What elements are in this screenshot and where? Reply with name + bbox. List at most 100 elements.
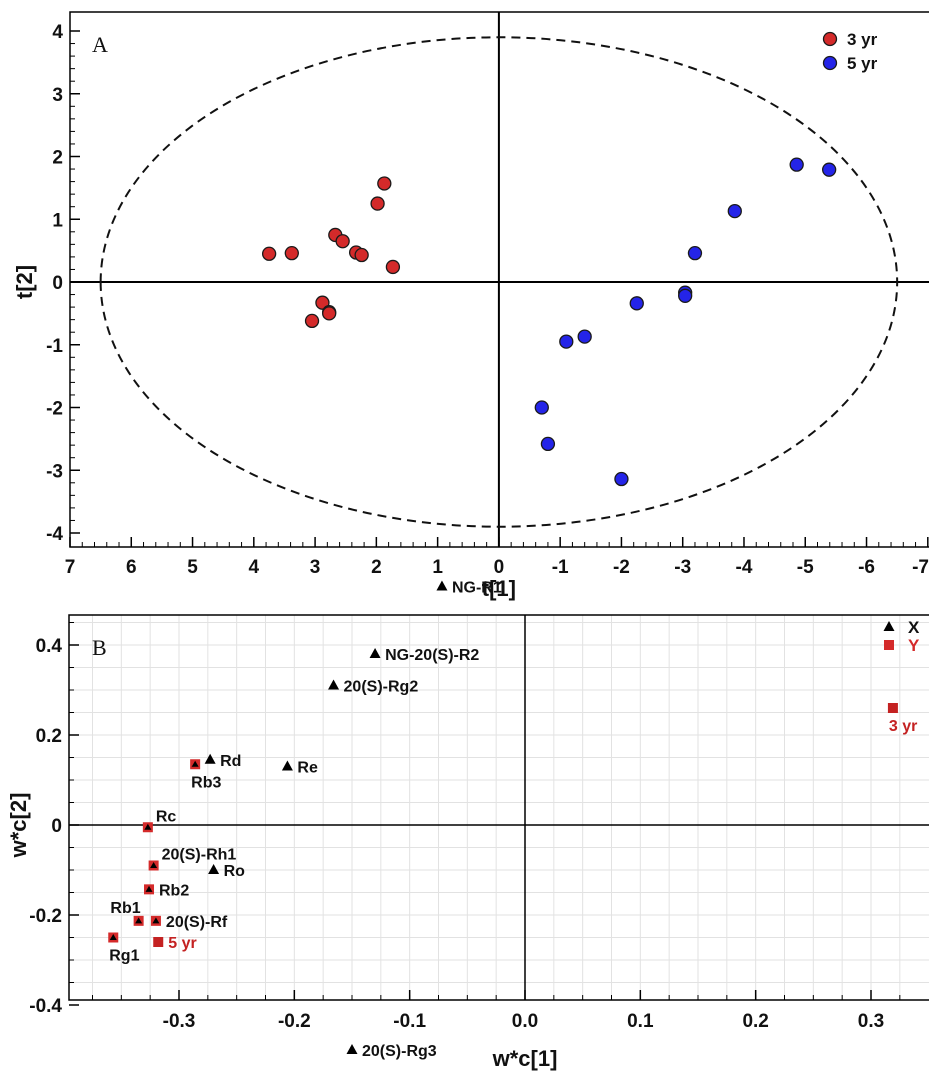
x-tick-label: 6	[126, 557, 137, 578]
legend-marker-3-yr	[822, 31, 838, 47]
y-tick-label: -1	[46, 336, 63, 357]
legend-marker-5-yr	[822, 55, 838, 71]
x-tick-label: 0	[494, 557, 505, 578]
panel-a-legend: 3 yr 5 yr	[822, 30, 878, 73]
x-variable-label-20-s-rf: 20(S)-Rf	[166, 914, 228, 931]
x-tick-label: -0.2	[278, 1011, 311, 1032]
x-variable-label-20-s-rh1: 20(S)-Rh1	[162, 847, 237, 864]
x-tick-label: 0.1	[627, 1011, 654, 1032]
score-point-5-yr	[559, 334, 574, 349]
y-tick-label: 0	[52, 273, 63, 294]
y-tick-label: -4	[46, 524, 63, 545]
x-variable-label-rg1: Rg1	[109, 948, 139, 965]
hotelling-t2-ellipse	[99, 36, 899, 528]
score-point-5-yr	[789, 157, 804, 172]
x-variable-marker-rg1	[109, 934, 117, 940]
legend-label-5-yr: 5 yr	[847, 54, 878, 73]
panel-a-letter: A	[92, 32, 108, 57]
score-point-3-yr	[261, 246, 277, 261]
panel-b-points: NG-R1 NG-20(S)-R2 20(S)-Rg2 Rd Rb3 Re Rc 20(S)-…	[108, 580, 917, 1060]
y-tick-label: 1	[52, 210, 63, 231]
x-variable-label-re: Re	[297, 760, 318, 777]
score-point-5-yr	[629, 296, 644, 311]
x-tick-label: -4	[736, 557, 753, 578]
x-variable-label-rb1: Rb1	[110, 900, 140, 917]
x-variable-marker-rb2	[145, 885, 153, 892]
panel-a-points	[261, 157, 837, 487]
x-variable-marker-20-s-rg3	[346, 1044, 358, 1054]
x-tick-label: 5	[187, 557, 198, 578]
y-variable-marker-3-yr	[887, 703, 898, 713]
y-tick-label: -0.2	[29, 906, 62, 927]
panel-b-plot-frame	[68, 614, 929, 1001]
x-tick-label: 4	[249, 557, 260, 578]
score-point-5-yr	[822, 162, 837, 177]
legend-label-3-yr: 3 yr	[847, 30, 878, 49]
legend-label-y: Y	[908, 636, 920, 655]
legend-marker-x	[883, 621, 895, 631]
x-variable-label-rb2: Rb2	[159, 882, 189, 899]
panel-a-y-axis-title: t[2]	[12, 265, 37, 299]
y-tick-label: 2	[52, 148, 63, 169]
panel-b-legend: XY	[883, 618, 920, 655]
x-variable-label-ng-20-s-r2: NG-20(S)-R2	[385, 647, 479, 664]
x-variable-label-ng-r1: NG-R1	[452, 580, 502, 597]
x-tick-label: 7	[65, 557, 76, 578]
score-point-3-yr	[284, 245, 299, 261]
x-tick-label: 1	[432, 557, 443, 578]
x-variable-marker-20-s-rh1	[150, 862, 158, 868]
y-tick-label: 0	[51, 816, 62, 837]
score-point-3-yr	[322, 306, 337, 321]
panel-a-plot-frame	[69, 11, 929, 548]
x-variable-label-20-s-rg2: 20(S)-Rg2	[344, 679, 419, 696]
x-variable-marker-rd	[204, 753, 216, 764]
x-tick-label: -1	[552, 557, 569, 578]
x-variable-label-ro: Ro	[224, 863, 246, 880]
score-point-5-yr	[614, 471, 629, 487]
x-variable-marker-ro	[208, 864, 220, 874]
panel-b-plot-area	[69, 615, 929, 1000]
x-tick-label: -2	[613, 557, 630, 578]
score-point-5-yr	[687, 245, 703, 261]
panel-b-loading-plot: -0.3 -0.2 -0.1 0.0 0.1 0.2 0.30.40.20-0.2-0.4 …	[6, 580, 929, 1071]
x-tick-label: 0.2	[742, 1011, 768, 1032]
y-tick-label: 0.2	[36, 726, 62, 747]
panel-a-ticks: 7 6 5 4 3 2 1 0 -1 -2 -3 -4 -5 -6 -7 4 3 2 1 0 -1 -2 -3 -4	[46, 22, 929, 578]
x-variable-marker-20-s-rg2	[328, 679, 340, 690]
x-tick-label: -0.1	[393, 1011, 426, 1032]
panel-b-zero-lines	[69, 615, 929, 1000]
y-tick-label: 4	[52, 22, 63, 43]
score-point-5-yr	[678, 288, 693, 303]
score-point-5-yr	[540, 436, 556, 452]
x-variable-label-rc: Rc	[156, 808, 177, 825]
panel-b-x-axis-title: w*c[1]	[492, 1046, 558, 1071]
y-variable-marker-5-yr	[153, 937, 164, 947]
y-tick-label: -2	[46, 399, 63, 420]
y-tick-label: 3	[52, 85, 63, 106]
x-variable-label-20-s-rg3: 20(S)-Rg3	[362, 1043, 437, 1060]
x-variable-label-rd: Rd	[220, 753, 241, 770]
legend-marker-y	[884, 640, 894, 650]
x-tick-label: 0.3	[858, 1011, 884, 1032]
score-point-5-yr	[577, 329, 592, 344]
panel-b-y-axis-title: w*c[2]	[6, 793, 31, 859]
x-variable-marker-ng-20-s-r2	[369, 648, 381, 658]
x-variable-marker-rc	[144, 823, 152, 830]
panel-a-score-plot: 7 6 5 4 3 2 1 0 -1 -2 -3 -4 -5 -6 -7 4 3 2 1 0 -1 -2 -3 -4 A 3 …	[12, 11, 929, 601]
x-variable-marker-re	[281, 760, 293, 771]
y-variable-label-5-yr: 5 yr	[168, 935, 196, 952]
x-tick-label: -6	[858, 557, 875, 578]
x-tick-label: -7	[912, 557, 929, 578]
y-tick-label: -3	[46, 461, 63, 482]
y-variable-label-3-yr: 3 yr	[889, 718, 917, 735]
score-point-3-yr	[354, 247, 369, 263]
panel-b-letter: B	[92, 635, 107, 660]
x-variable-marker-ng-r1	[436, 580, 448, 591]
y-tick-label: -0.4	[29, 996, 62, 1017]
y-tick-label: 0.4	[36, 636, 63, 657]
x-tick-label: -5	[797, 557, 814, 578]
panel-a-x-axis-title: t[1]	[482, 576, 516, 601]
x-variable-marker-20-s-rf	[152, 917, 160, 924]
score-point-3-yr	[377, 176, 392, 191]
score-point-5-yr	[534, 400, 549, 415]
